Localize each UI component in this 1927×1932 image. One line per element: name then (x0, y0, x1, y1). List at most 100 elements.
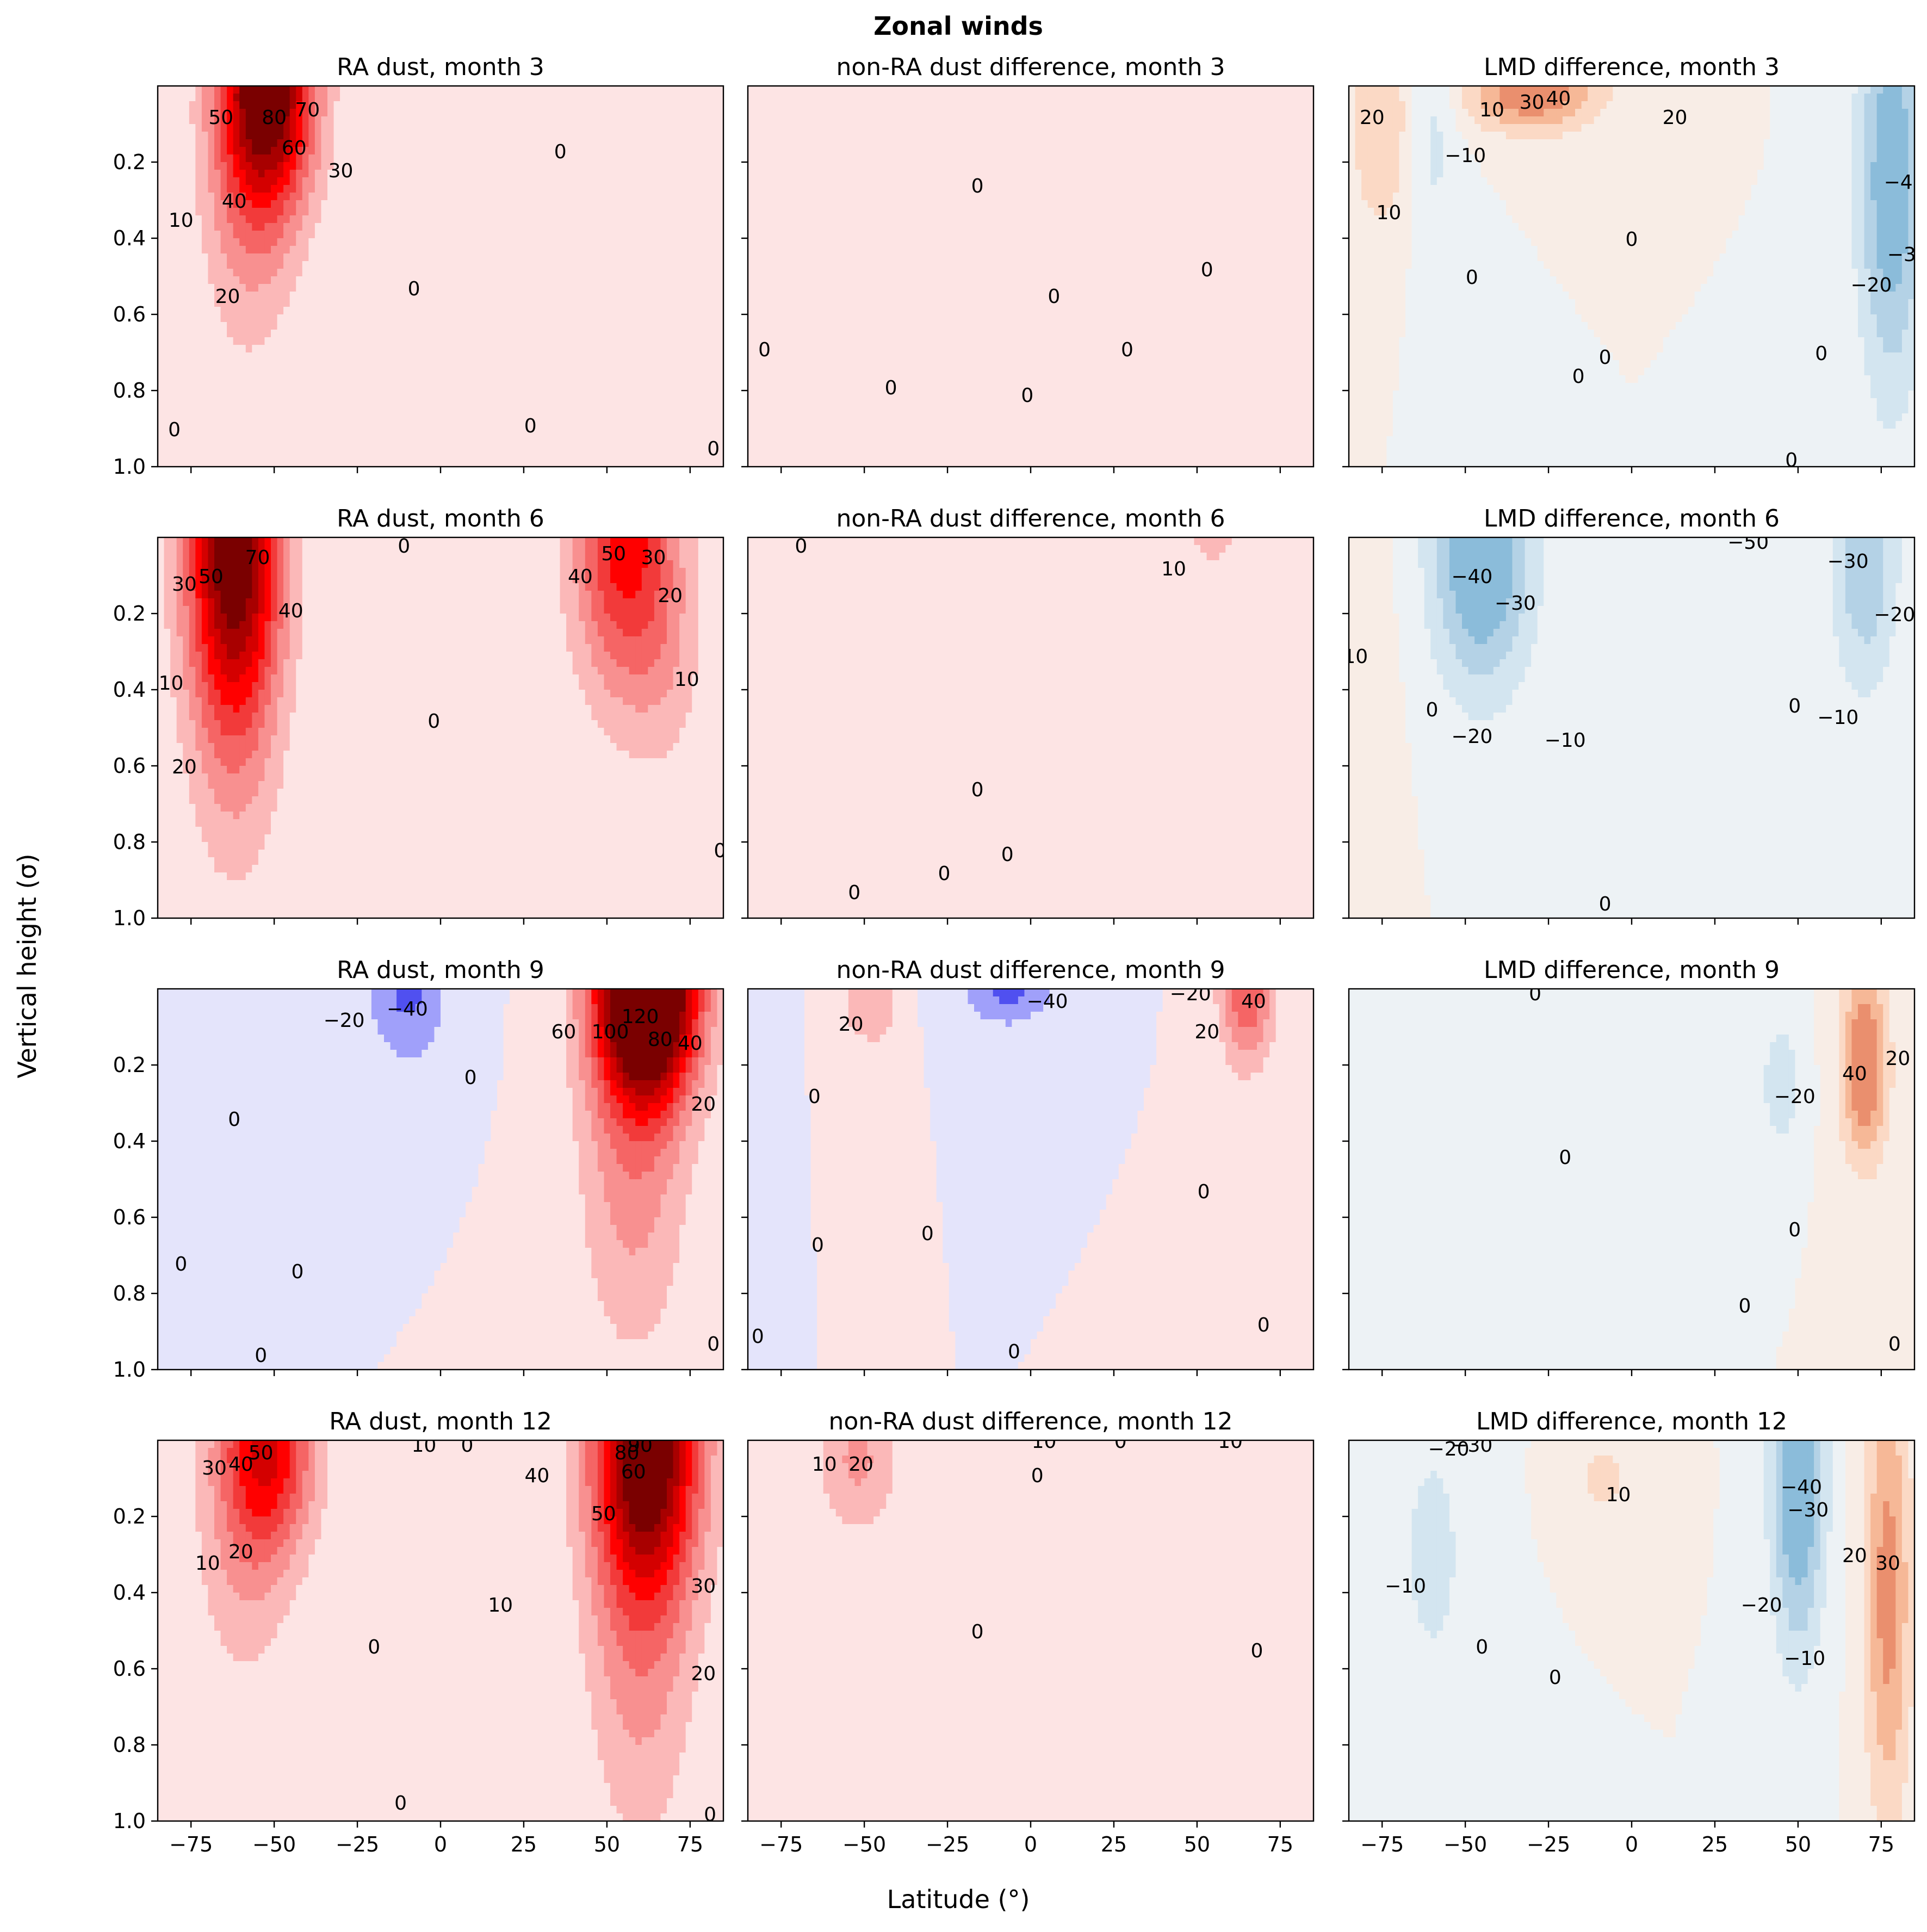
contour-label: 30 (1520, 91, 1545, 114)
contour-label: 30 (1875, 1552, 1900, 1575)
x-tick-label: 0 (1024, 1832, 1037, 1856)
contour-label: 90 (628, 1434, 653, 1457)
y-tick-label: 1.0 (113, 455, 146, 479)
contour-label: −50 (1727, 531, 1769, 554)
contour-label: 0 (1626, 228, 1638, 251)
contour-label: 0 (704, 1804, 716, 1826)
x-tick-label: 50 (1785, 1832, 1811, 1856)
panel-5: 0 10 0 0 0 0 non-RA dust difference, month 6 (741, 505, 1315, 925)
contour-label: 30 (202, 1457, 227, 1479)
contour-label: 0 (752, 1326, 764, 1348)
contour-labels: −20−40601001208040200000000 (175, 998, 720, 1367)
contour-label: 0 (1785, 449, 1798, 472)
panel-title: RA dust, month 12 (329, 1408, 552, 1435)
contour-label: 30 (329, 160, 354, 182)
x-tick-label: −50 (842, 1832, 886, 1856)
contour-label: −20 (1774, 1086, 1816, 1108)
contour-label: 0 (848, 882, 860, 904)
contour-label: 0 (524, 415, 537, 437)
x-tick-label: −50 (1443, 1832, 1487, 1856)
x-tick-label: 75 (1267, 1832, 1293, 1856)
panel-2: 0 0 0 0 0 0 0 non-RA dust difference, month 3 (741, 53, 1315, 473)
contour-label: 0 (1788, 695, 1801, 717)
contour-label: −40 (1027, 990, 1068, 1013)
contour-label: −10 (1545, 729, 1586, 752)
contour-label: 0 (1251, 1640, 1263, 1662)
panel-title: LMD difference, month 9 (1484, 956, 1780, 984)
contour-label: 0 (1476, 1636, 1488, 1658)
contour-label: 0 (554, 141, 567, 163)
contour-fill (1349, 537, 1914, 918)
contour-label: 60 (551, 1021, 576, 1043)
contour-label: 10 (195, 1552, 220, 1575)
contour-label: −20 (1850, 274, 1892, 296)
y-tick-label: 0.2 (113, 150, 146, 174)
contour-label: 20 (658, 585, 683, 607)
contour-label: 80 (648, 1029, 673, 1051)
contour-fill (748, 1440, 1313, 1821)
contour-fill (158, 86, 723, 467)
contour-label: 50 (208, 107, 233, 129)
y-tick-label: 0.4 (113, 678, 146, 702)
contour-label: −20 (1170, 983, 1211, 1005)
contour-label: 70 (295, 99, 320, 121)
contour-label: 0 (1201, 259, 1213, 281)
y-tick-label: 0.8 (113, 1733, 146, 1757)
x-tick-label: −25 (1527, 1832, 1570, 1856)
panel-title: non-RA dust difference, month 9 (836, 956, 1225, 984)
x-tick-label: −25 (926, 1832, 969, 1856)
x-tick-label: −50 (252, 1832, 296, 1856)
contour-label: −30 (1787, 1499, 1829, 1521)
contour-label: 0 (1008, 1341, 1020, 1363)
panel-title: LMD difference, month 6 (1484, 505, 1780, 532)
y-tick-label: 0.2 (113, 1053, 146, 1077)
x-tick-label: −25 (336, 1832, 379, 1856)
y-tick-label: 0.6 (113, 1205, 146, 1229)
contour-label: 0 (394, 1792, 407, 1815)
x-tick-label: 0 (1625, 1832, 1638, 1856)
contour-label: 0 (707, 1333, 720, 1355)
contour-label: 40 (1842, 1063, 1867, 1085)
contour-label: 40 (568, 566, 593, 588)
contour-label: 20 (1360, 107, 1385, 129)
contour-label: −20 (1451, 726, 1492, 748)
contour-label: 0 (971, 1621, 984, 1643)
contour-label: −10 (1445, 145, 1486, 167)
contour-label: 10 (488, 1594, 513, 1617)
y-tick-label: 0.4 (113, 1581, 146, 1605)
contour-label: 30 (172, 573, 197, 596)
contour-fill (158, 1440, 723, 1821)
contour-label: 80 (615, 1442, 640, 1464)
x-axis-label: Latitude (°) (887, 1885, 1030, 1914)
panel-title: LMD difference, month 3 (1484, 53, 1780, 81)
contour-label: 10 (1218, 1431, 1243, 1453)
contour-label: 0 (971, 175, 984, 197)
figure-title: Zonal winds (873, 11, 1043, 41)
contour-label: 40 (1546, 88, 1571, 110)
contour-label: 0 (427, 710, 440, 733)
contour-label: 0 (795, 535, 807, 558)
contour-label: −30 (1451, 1434, 1492, 1457)
contour-labels: 0 20 40 −20 0 0 0 0 (1529, 989, 1910, 1355)
contour-label: 0 (1549, 1667, 1562, 1689)
y-tick-label: 1.0 (113, 1358, 146, 1382)
contour-label: 50 (199, 566, 224, 588)
contour-label: 40 (228, 1453, 253, 1476)
contour-label: −20 (1874, 604, 1915, 626)
contour-label: 20 (228, 1541, 253, 1563)
contour-label: 20 (691, 1093, 716, 1116)
panel-title: RA dust, month 3 (337, 53, 544, 81)
contour-label: 40 (678, 1032, 703, 1055)
contour-label: −40 (1781, 1476, 1822, 1498)
panel-7: −20−40601001208040200000000RA dust, mont… (113, 956, 724, 1382)
contour-label: 0 (811, 1234, 824, 1256)
contour-label: −40 (1451, 566, 1492, 588)
contour-label: 0 (461, 1434, 473, 1457)
panel-title: non-RA dust difference, month 12 (828, 1408, 1232, 1435)
contour-label: 10 (1343, 646, 1368, 668)
